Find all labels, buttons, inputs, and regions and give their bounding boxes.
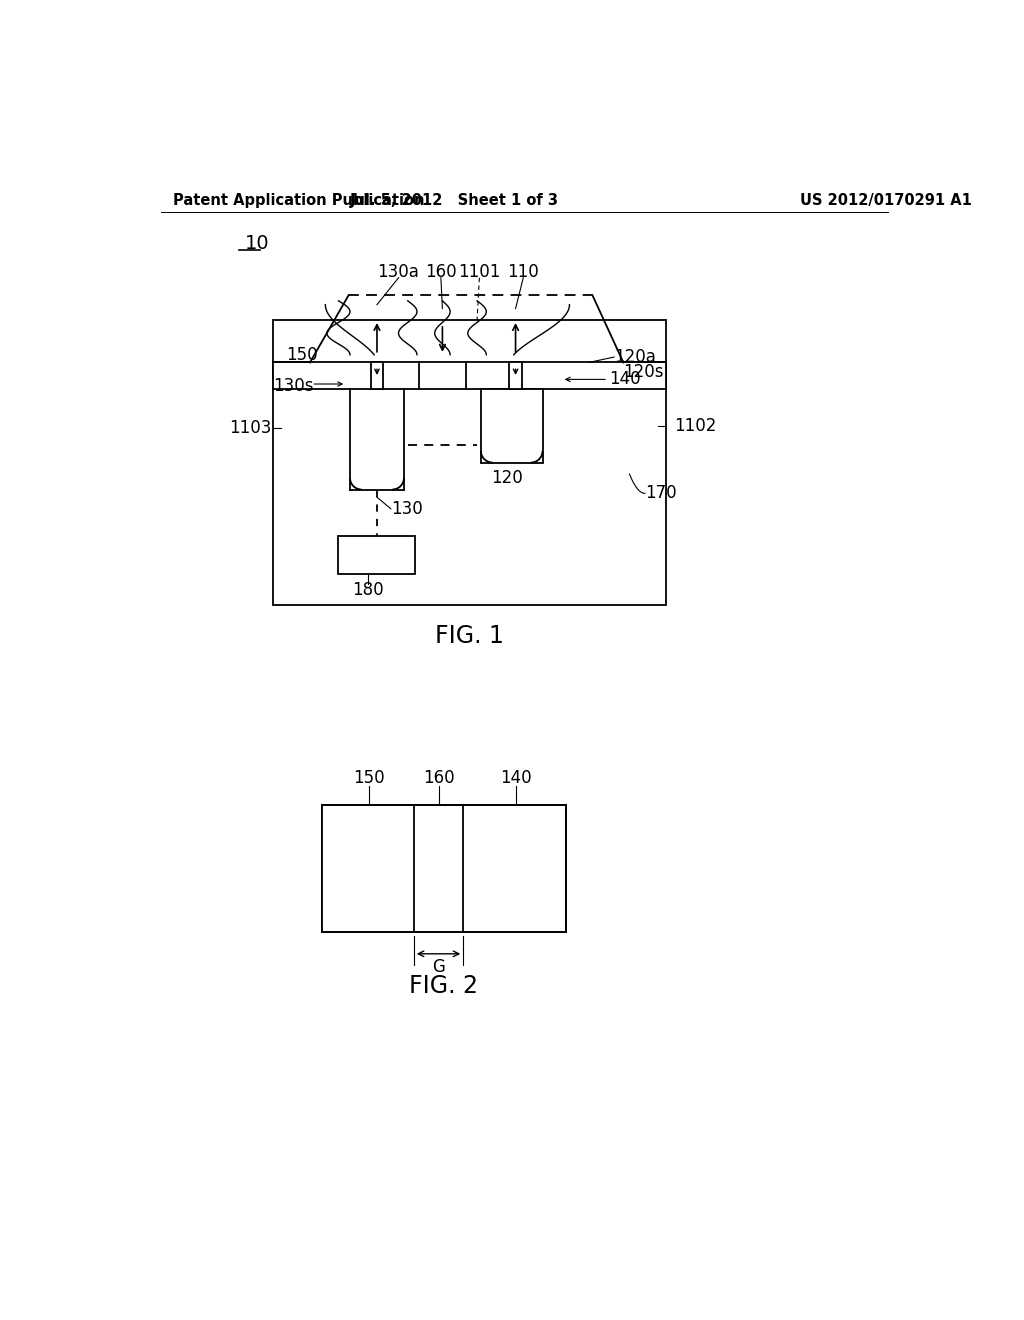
Text: 150: 150 bbox=[353, 770, 385, 787]
Text: Patent Application Publication: Patent Application Publication bbox=[173, 193, 424, 209]
Text: 130s: 130s bbox=[273, 376, 313, 395]
Text: 120a: 120a bbox=[614, 348, 656, 366]
Bar bbox=[419, 363, 466, 388]
Bar bbox=[463, 807, 565, 932]
Text: 150: 150 bbox=[286, 346, 317, 364]
Bar bbox=[273, 363, 419, 388]
Bar bbox=[414, 807, 463, 932]
Text: US 2012/0170291 A1: US 2012/0170291 A1 bbox=[801, 193, 973, 209]
Text: 140: 140 bbox=[500, 770, 531, 787]
Text: 1102: 1102 bbox=[674, 417, 717, 436]
Text: 10: 10 bbox=[245, 234, 269, 252]
Bar bbox=[322, 805, 565, 932]
Text: 140: 140 bbox=[609, 371, 641, 388]
Bar bbox=[371, 363, 383, 389]
Text: 170: 170 bbox=[645, 484, 677, 503]
Text: 120: 120 bbox=[490, 469, 522, 487]
Text: 180: 180 bbox=[352, 581, 384, 598]
Text: FIG. 1: FIG. 1 bbox=[435, 624, 504, 648]
Text: 120s: 120s bbox=[624, 363, 664, 381]
Text: G: G bbox=[432, 958, 445, 975]
Bar bbox=[481, 389, 543, 462]
Bar bbox=[273, 321, 666, 605]
Text: 160: 160 bbox=[423, 770, 455, 787]
Text: FIG. 2: FIG. 2 bbox=[409, 974, 478, 998]
Text: 160: 160 bbox=[425, 264, 457, 281]
Text: Jul. 5, 2012   Sheet 1 of 3: Jul. 5, 2012 Sheet 1 of 3 bbox=[349, 193, 558, 209]
Bar bbox=[273, 363, 666, 389]
Bar bbox=[466, 363, 665, 388]
Bar bbox=[323, 807, 414, 932]
Bar bbox=[509, 363, 521, 389]
Text: 1101: 1101 bbox=[458, 264, 501, 281]
Text: 130a: 130a bbox=[378, 264, 420, 281]
Bar bbox=[339, 536, 416, 574]
Text: 110: 110 bbox=[507, 264, 539, 281]
Text: 1103: 1103 bbox=[229, 418, 271, 437]
Text: 130: 130 bbox=[391, 500, 423, 517]
Bar bbox=[273, 363, 666, 389]
Bar bbox=[322, 805, 565, 932]
